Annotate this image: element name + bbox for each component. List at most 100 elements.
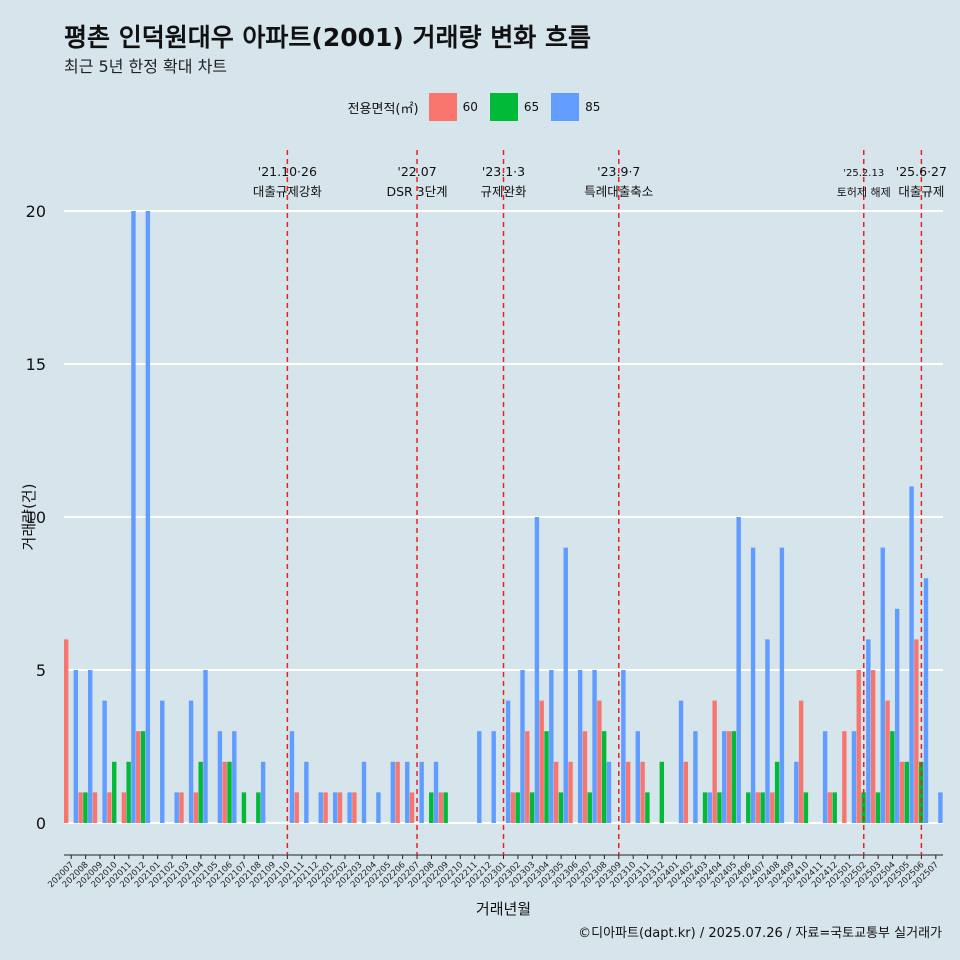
- legend: 전용면적(㎡) 60 65 85: [0, 92, 960, 122]
- bar-60-202502: [856, 670, 861, 823]
- event-name-label: 규제완화: [480, 184, 527, 199]
- bar-85-202009: [102, 700, 107, 823]
- bar-65-202503: [875, 792, 881, 823]
- legend-swatch-60: [428, 93, 457, 121]
- bar-60-202203: [352, 792, 357, 823]
- bar-60-202011: [121, 792, 127, 823]
- bar-60-202404: [712, 700, 717, 823]
- bar-60-202007: [64, 639, 69, 823]
- bar-65-202406: [746, 792, 751, 823]
- bar-60-202103: [179, 792, 184, 823]
- bar-85-202110: [289, 731, 295, 823]
- bar-85-202208: [433, 761, 439, 823]
- legend-swatch-85: [551, 93, 580, 121]
- bar-60-202306: [568, 761, 573, 823]
- legend-title: 전용면적(㎡): [347, 101, 419, 117]
- bar-65-202208: [429, 792, 434, 823]
- bar-65-202209: [443, 792, 448, 823]
- bar-60-202501: [842, 731, 847, 823]
- bar-60-202010: [107, 792, 112, 823]
- bar-85-202212: [491, 731, 496, 823]
- bar-85-202206: [405, 761, 410, 823]
- bar-60-202201: [323, 792, 328, 823]
- bar-60-202407: [755, 792, 761, 823]
- bar-85-202404: [722, 731, 727, 823]
- bar-85-202307: [592, 670, 597, 823]
- bar-60-202412: [827, 792, 833, 823]
- bar-85-202409: [794, 761, 799, 823]
- chart-title: 평촌 인덕원대우 아파트(2001) 거래량 변화 흐름: [64, 23, 591, 52]
- bar-65-202308: [601, 731, 607, 823]
- bar-65-202304: [544, 731, 549, 823]
- bar-85-202011: [131, 211, 136, 823]
- bar-60-202008: [78, 792, 83, 823]
- bar-60-202206: [395, 761, 400, 823]
- bar-65-202302: [515, 792, 520, 823]
- bar-60-202104: [193, 792, 199, 823]
- legend-swatch-65: [489, 93, 518, 121]
- bar-60-202503: [870, 670, 876, 823]
- bar-85-202111: [304, 761, 309, 823]
- legend-label-60: 60: [462, 100, 478, 114]
- bar-65-202303: [529, 792, 535, 823]
- bar-65-202012: [140, 731, 146, 823]
- event-date-label: '23.9·7: [597, 164, 640, 179]
- bar-65-202412: [832, 792, 837, 823]
- bar-85-202401: [678, 700, 684, 823]
- bar-85-202102: [174, 792, 179, 823]
- bar-65-202104: [198, 761, 203, 823]
- bar-85-202406: [750, 547, 756, 823]
- bar-85-202304: [549, 670, 554, 823]
- bar-65-202106: [227, 761, 232, 823]
- bar-85-202204: [376, 792, 381, 823]
- bar-85-202112: [318, 792, 323, 823]
- event-date-label: '21.10·26: [258, 164, 317, 179]
- bar-85-202205: [390, 761, 396, 823]
- bar-85-202308: [606, 761, 612, 823]
- chart-subtitle: 최근 5년 한정 확대 차트: [64, 57, 228, 76]
- bar-85-202507: [938, 792, 943, 823]
- x-axis-title: 거래년월: [476, 900, 531, 918]
- bar-85-202103: [188, 700, 194, 823]
- bar-85-202302: [520, 670, 525, 823]
- event-date-label: '25.6·27: [896, 164, 947, 179]
- bar-85-202405: [736, 517, 741, 823]
- bar-85-202407: [765, 639, 770, 823]
- bar-65-202307: [587, 792, 592, 823]
- event-name-label: 토허제 해제: [837, 185, 891, 199]
- bar-60-202410: [798, 700, 804, 823]
- y-axis-title: 거래량(건): [20, 484, 38, 551]
- bar-60-202504: [885, 700, 890, 823]
- bar-85-202306: [577, 670, 583, 823]
- bar-60-202302: [510, 792, 516, 823]
- bar-85-202402: [693, 731, 698, 823]
- bar-60-202506: [914, 639, 919, 823]
- bar-60-202303: [525, 731, 530, 823]
- event-name-label: 대출규제: [898, 184, 944, 199]
- bar-60-202307: [582, 731, 588, 823]
- y-tick-label: 10: [26, 508, 46, 527]
- bar-85-202203: [361, 761, 367, 823]
- bar-60-202308: [597, 700, 602, 823]
- y-tick-label: 0: [36, 814, 46, 833]
- bar-65-202011: [126, 761, 131, 823]
- y-tick-label: 15: [26, 355, 46, 374]
- bar-60-202111: [294, 792, 299, 823]
- bar-65-202404: [717, 792, 722, 823]
- bar-85-202301: [505, 700, 511, 823]
- event-name-label: DSR 3단계: [386, 184, 447, 199]
- event-name-label: 특례대출축소: [584, 184, 653, 199]
- bar-85-202007: [73, 670, 79, 823]
- bar-85-202012: [145, 211, 151, 823]
- event-name-label: 대출규제강화: [253, 184, 323, 199]
- legend-item-65: 65: [489, 93, 539, 121]
- bar-85-202108: [260, 761, 266, 823]
- bar-85-202101: [160, 700, 165, 823]
- event-date-label: '23.1·3: [482, 164, 525, 179]
- bar-65-202008: [83, 792, 88, 823]
- bar-85-202305: [563, 547, 568, 823]
- bar-65-202408: [774, 761, 780, 823]
- bar-65-202010: [112, 761, 117, 823]
- legend-item-60: 60: [428, 93, 478, 121]
